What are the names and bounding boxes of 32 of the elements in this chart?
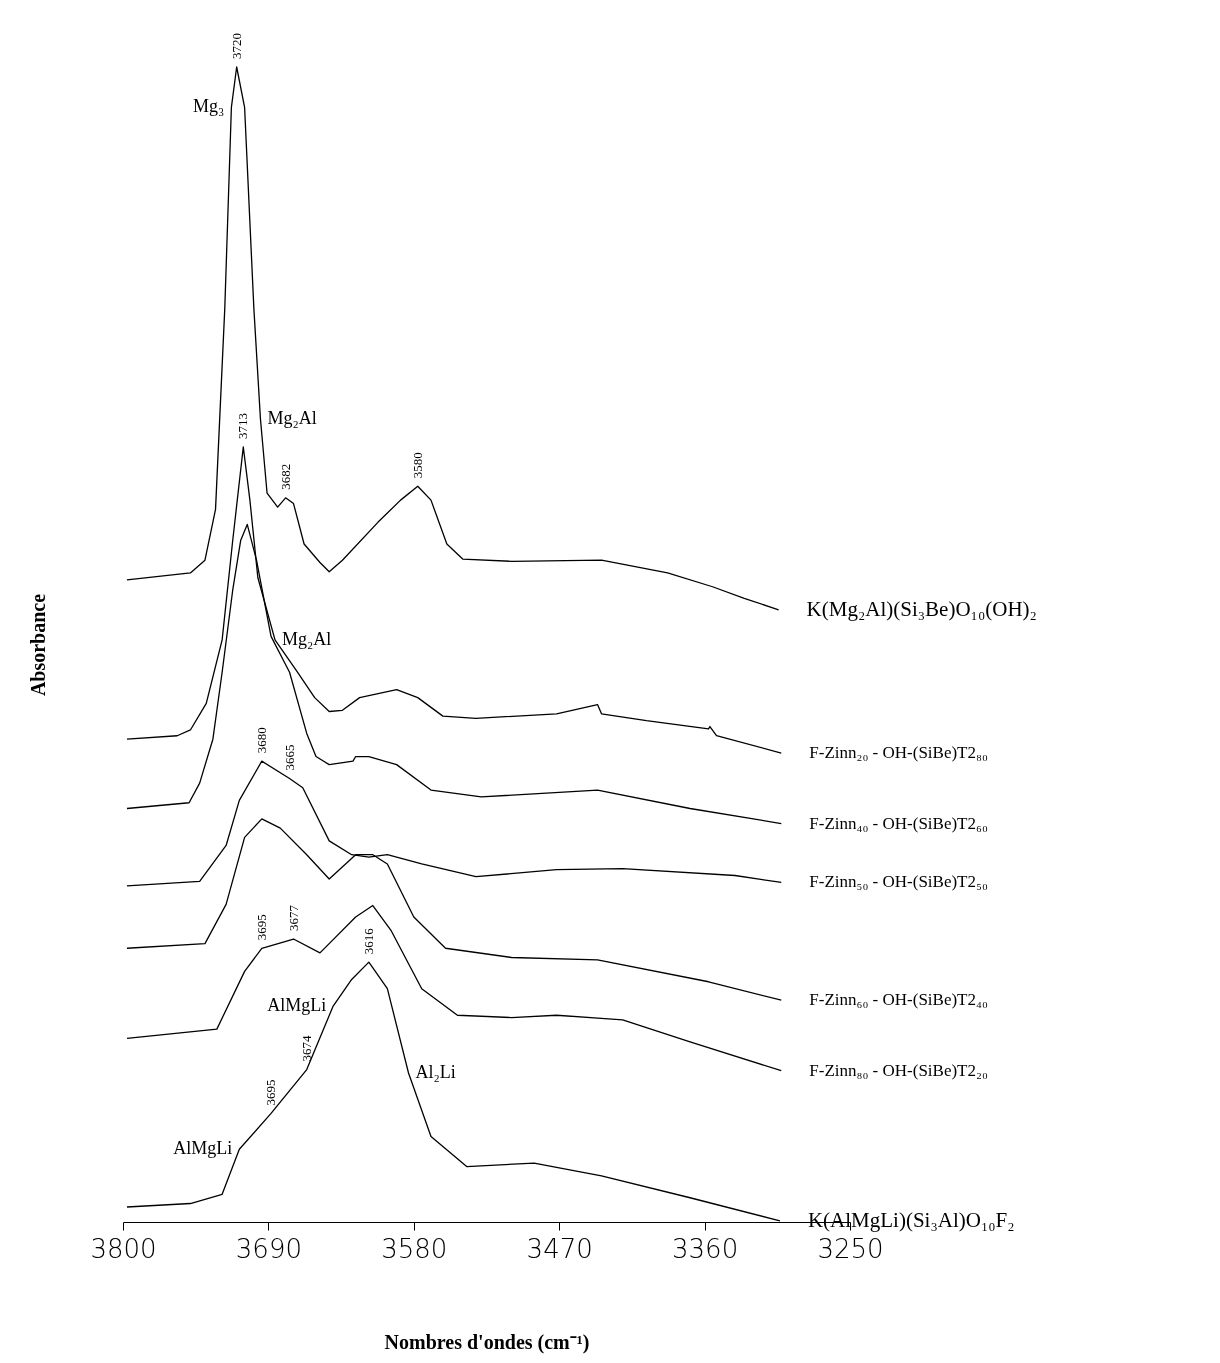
series-label: F-Zinn₈₀ - OH-(SiBe)T2₂₀ [809, 1060, 988, 1080]
annotation: Mg₃ [193, 96, 225, 117]
annotation: 3680 [253, 727, 269, 754]
annotation: 3713 [235, 412, 251, 439]
annotation: Mg₂Al [282, 628, 332, 649]
annotation: 3580 [409, 452, 425, 479]
x-tick-label: 3470 [526, 1233, 593, 1264]
annotation: 3616 [360, 927, 376, 955]
series-label: F-Zinn₄₀ - OH-(SiBe)T2₆₀ [809, 813, 988, 833]
x-tick-label: 3250 [817, 1233, 884, 1264]
annotation: Mg₂Al [267, 408, 317, 429]
x-axis-title: Nombres d'ondes (cm⁻¹) [384, 1330, 590, 1354]
x-tick-label: 3800 [90, 1233, 157, 1264]
series-label: F-Zinn₂₀ - OH-(SiBe)T2₈₀ [809, 743, 988, 763]
x-tick-label: 3360 [672, 1233, 739, 1264]
annotation: 3720 [228, 33, 244, 59]
annotation: 3682 [277, 463, 293, 490]
series-label: K(AlMgLi)(Si₃Al)O₁₀F₂ [807, 1207, 1015, 1232]
annotation: AlMgLi [267, 995, 327, 1016]
annotation: 3674 [298, 1035, 314, 1062]
annotation: 3665 [281, 744, 297, 771]
series-label: F-Zinn₆₀ - OH-(SiBe)T2₄₀ [809, 990, 988, 1010]
series-label: F-Zinn₅₀ - OH-(SiBe)T2₅₀ [809, 872, 988, 892]
annotation: 3677 [285, 904, 301, 932]
series-label: K(Mg₂Al)(Si₃Be)O₁₀(OH)₂ [806, 596, 1037, 621]
annotation: 3695 [253, 914, 269, 941]
annotation: Al₂Li [415, 1062, 456, 1083]
annotation: 3695 [263, 1079, 279, 1106]
x-tick-label: 3690 [235, 1233, 302, 1264]
annotation: AlMgLi [173, 1138, 233, 1159]
y-axis-title: Absorbance [26, 593, 49, 697]
x-tick-label: 3580 [381, 1233, 448, 1264]
